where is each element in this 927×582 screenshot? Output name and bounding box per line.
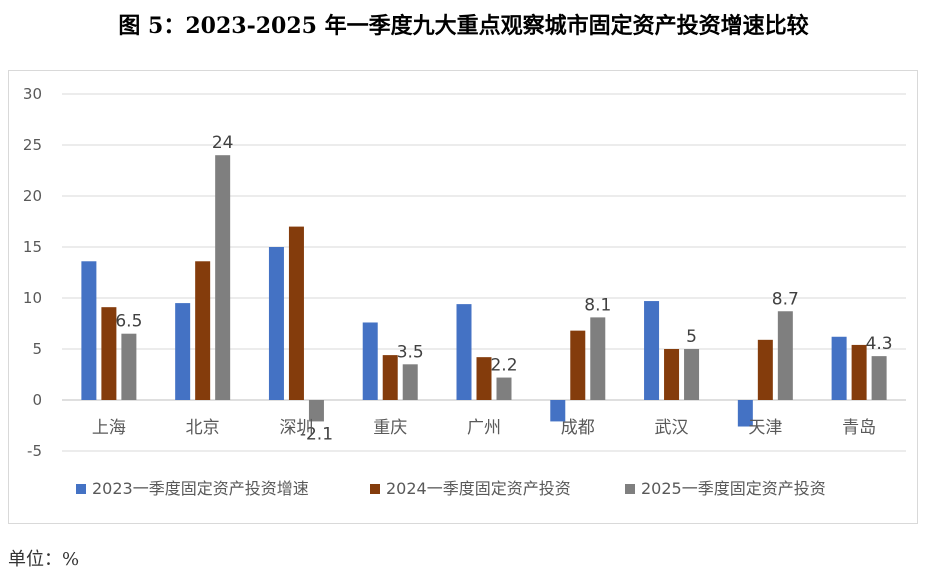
legend-entry: 2023一季度固定资产投资增速 [92,479,309,498]
bar [550,400,566,422]
bar [456,304,472,400]
x-category-label: 深圳 [279,418,313,438]
bar [308,400,324,422]
bar [590,317,606,400]
x-category-label: 广州 [467,418,501,438]
bar [215,155,231,400]
x-category-label: 上海 [92,418,126,438]
chart-frame [8,70,918,524]
bar [570,330,586,400]
y-tick-label: 20 [23,187,42,205]
legend-swatch [76,484,86,494]
bar [684,349,700,400]
x-category-label: 成都 [561,418,595,438]
bar [664,349,680,400]
data-label: 24 [212,133,234,153]
x-category-label: 天津 [748,418,782,438]
bar [831,336,847,400]
data-label: 2.2 [490,356,517,376]
bar [195,261,211,400]
x-category-label: 重庆 [373,418,407,438]
bar [851,344,867,400]
bar [81,261,97,400]
y-tick-label: -5 [27,442,42,460]
bar [362,322,378,400]
bar [288,226,304,400]
bar [268,247,284,400]
bar [476,357,492,400]
data-label: 4.3 [866,334,893,354]
y-tick-label: 5 [32,340,42,358]
y-tick-label: 10 [23,289,42,307]
bar [871,356,887,400]
y-tick-label: 0 [32,391,42,409]
legend-swatch [370,484,380,494]
data-label: 8.1 [584,295,611,315]
bar [737,400,753,427]
data-label: 8.7 [772,289,799,309]
bar [777,311,793,400]
bar [175,303,191,400]
bar [382,355,398,400]
legend-entry: 2024一季度固定资产投资 [386,479,571,498]
bar [757,339,773,400]
bar [121,333,137,400]
unit-note: 单位：% [8,549,80,570]
y-tick-label: 30 [23,85,42,103]
data-label: -2.1 [300,424,333,444]
chart-title: 图 5：2023-2025 年一季度九大重点观察城市固定资产投资增速比较 [118,13,809,39]
y-tick-label: 15 [23,238,42,256]
legend-entry: 2025一季度固定资产投资 [641,479,826,498]
x-category-label: 武汉 [655,418,689,438]
y-tick-label: 25 [23,136,42,154]
data-label: 5 [686,327,697,347]
bar [496,377,512,400]
x-category-label: 青岛 [842,418,876,438]
data-label: 3.5 [397,342,424,362]
bar [402,364,418,400]
x-category-label: 北京 [186,418,220,438]
bar [644,301,660,400]
data-label: 6.5 [115,312,142,332]
bar [101,307,117,400]
legend-swatch [625,484,635,494]
